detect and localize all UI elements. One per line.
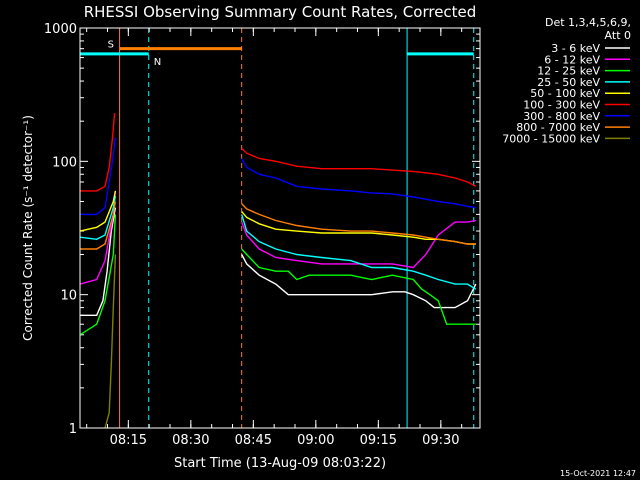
- generated-timestamp: 15-Oct-2021 12:47: [560, 469, 636, 478]
- x-tick-label: 08:15: [110, 433, 147, 448]
- x-tick-label: 09:30: [422, 433, 459, 448]
- x-tick-label: 08:45: [235, 433, 272, 448]
- series-line: [80, 137, 117, 216]
- series-line: [104, 254, 117, 429]
- series-line: [241, 219, 476, 269]
- x-axis-label: Start Time (13-Aug-09 08:03:22): [174, 456, 386, 471]
- series-line: [79, 195, 117, 241]
- legend-label: 25 - 50 keV: [537, 76, 600, 89]
- y-tick-label: 1: [69, 422, 77, 437]
- series-line: [80, 201, 117, 250]
- flag-label-s: S: [108, 40, 114, 51]
- flag-label-n: N: [154, 57, 161, 68]
- legend-label: 6 - 12 keV: [544, 53, 600, 66]
- y-axis-label: Corrected Count Rate (s⁻¹ detector⁻¹): [21, 115, 35, 341]
- series-line: [241, 214, 477, 290]
- x-tick-label: 09:00: [297, 433, 334, 448]
- series-line: [241, 248, 476, 325]
- chart-title: RHESSI Observing Summary Count Rates, Co…: [84, 3, 477, 21]
- y-tick-label: 1000: [44, 22, 77, 37]
- legend-header-line-1: Det 1,3,4,5,6,9,: [545, 16, 631, 29]
- legend-label: 12 - 25 keV: [537, 65, 600, 78]
- legend-label: 800 - 7000 keV: [516, 121, 600, 134]
- legend-label: 100 - 300 keV: [523, 99, 600, 112]
- plot-area: S N 1 10 100 1000 08:15 08:30 08:45 09:00 09:15 09:…: [44, 22, 480, 448]
- series-line: [241, 147, 477, 187]
- series-line: [80, 113, 116, 192]
- plot-frame: [79, 27, 481, 429]
- legend-label: 300 - 800 keV: [523, 110, 600, 123]
- series-line: [241, 254, 477, 309]
- y-tick-label: 100: [52, 155, 77, 170]
- x-tick-label: 08:30: [172, 433, 209, 448]
- y-tick-label: 10: [60, 289, 77, 304]
- series-line: [79, 190, 117, 232]
- x-tick-label: 09:15: [360, 433, 397, 448]
- legend-label: 50 - 100 keV: [530, 87, 600, 100]
- series-line: [241, 158, 476, 209]
- series-line: [80, 207, 117, 316]
- series-line: [241, 203, 476, 245]
- series-line: [79, 214, 117, 336]
- legend-label: 3 - 6 keV: [551, 42, 600, 55]
- legend-label: 7000 - 15000 keV: [502, 132, 600, 145]
- legend-header-line-2: Att 0: [605, 29, 631, 42]
